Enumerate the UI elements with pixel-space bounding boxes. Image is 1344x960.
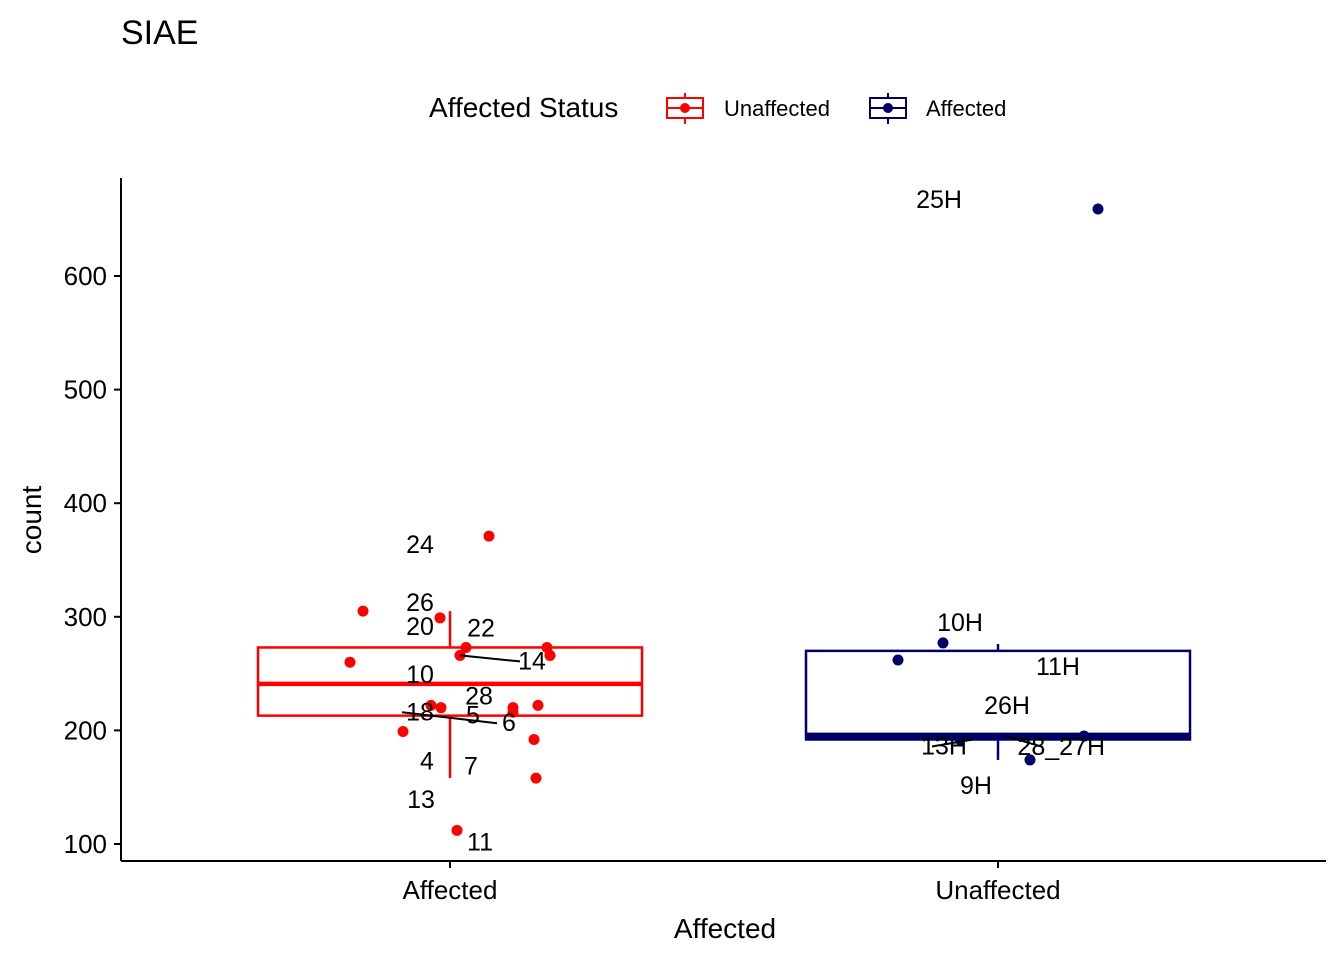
plot-area: 100 200 300 400 500 600 Affected Unaffected 24 26… <box>64 178 1326 905</box>
y-tick-label: 200 <box>64 715 107 745</box>
data-point <box>434 612 446 624</box>
point-label: 14 <box>518 647 546 675</box>
legend-entry-unaffected: Unaffected <box>666 93 830 124</box>
legend-label-affected: Affected <box>926 96 1006 121</box>
data-point <box>532 699 544 711</box>
legend-entry-affected: Affected <box>869 93 1006 124</box>
legend-title: Affected Status <box>429 92 618 123</box>
data-point <box>425 699 437 711</box>
data-point <box>544 649 556 661</box>
data-point <box>892 654 904 666</box>
data-point <box>507 706 519 718</box>
legend: Affected Status Unaffected Affected <box>429 92 1006 124</box>
y-axis-title: count <box>16 486 47 555</box>
data-point <box>435 702 447 714</box>
data-point <box>397 726 409 738</box>
point-label: 5 <box>466 702 480 730</box>
data-point <box>937 637 949 649</box>
x-axis-title: Affected <box>674 913 776 944</box>
data-point <box>1078 730 1090 742</box>
point-label: 6 <box>502 709 516 737</box>
label-leader <box>931 738 974 748</box>
point-label: 26 <box>406 589 434 617</box>
chart-title: SIAE <box>121 14 198 52</box>
point-label: 28 <box>465 682 493 710</box>
y-tick-label: 400 <box>64 488 107 518</box>
data-point <box>530 772 542 784</box>
data-point <box>1024 754 1036 766</box>
point-label: 13H <box>921 732 967 760</box>
legend-key-point <box>883 103 893 113</box>
y-tick-label: 600 <box>64 261 107 291</box>
point-label: 22 <box>467 614 495 642</box>
data-point <box>1092 203 1104 215</box>
data-point <box>528 733 540 745</box>
point-label: 10 <box>406 661 434 689</box>
legend-label-unaffected: Unaffected <box>724 96 830 121</box>
data-point <box>357 605 369 617</box>
data-point <box>483 530 495 542</box>
label-leader <box>1005 735 1044 749</box>
x-tick-label: Affected <box>403 875 498 905</box>
data-point <box>460 641 472 653</box>
point-label: 4 <box>420 748 434 776</box>
point-label: 11 <box>467 828 493 856</box>
point-label: 11H <box>1036 653 1080 681</box>
point-label: 20 <box>406 613 434 641</box>
x-tick-label: Unaffected <box>935 875 1060 905</box>
y-tick-label: 300 <box>64 602 107 632</box>
point-label: 9H <box>960 772 992 800</box>
point-label: 7 <box>464 752 478 780</box>
box-affected <box>256 646 644 717</box>
data-point <box>451 824 463 836</box>
point-label: 13 <box>407 786 435 814</box>
point-label: 10H <box>937 609 983 637</box>
data-point <box>344 656 356 668</box>
point-label: 24 <box>406 531 434 559</box>
y-tick-label: 500 <box>64 375 107 405</box>
label-leader <box>459 654 521 663</box>
legend-key-point <box>680 103 690 113</box>
label-leader <box>401 711 498 725</box>
y-tick-label: 100 <box>64 829 107 859</box>
point-label: 25H <box>916 186 962 214</box>
point-label: 26H <box>984 692 1030 720</box>
